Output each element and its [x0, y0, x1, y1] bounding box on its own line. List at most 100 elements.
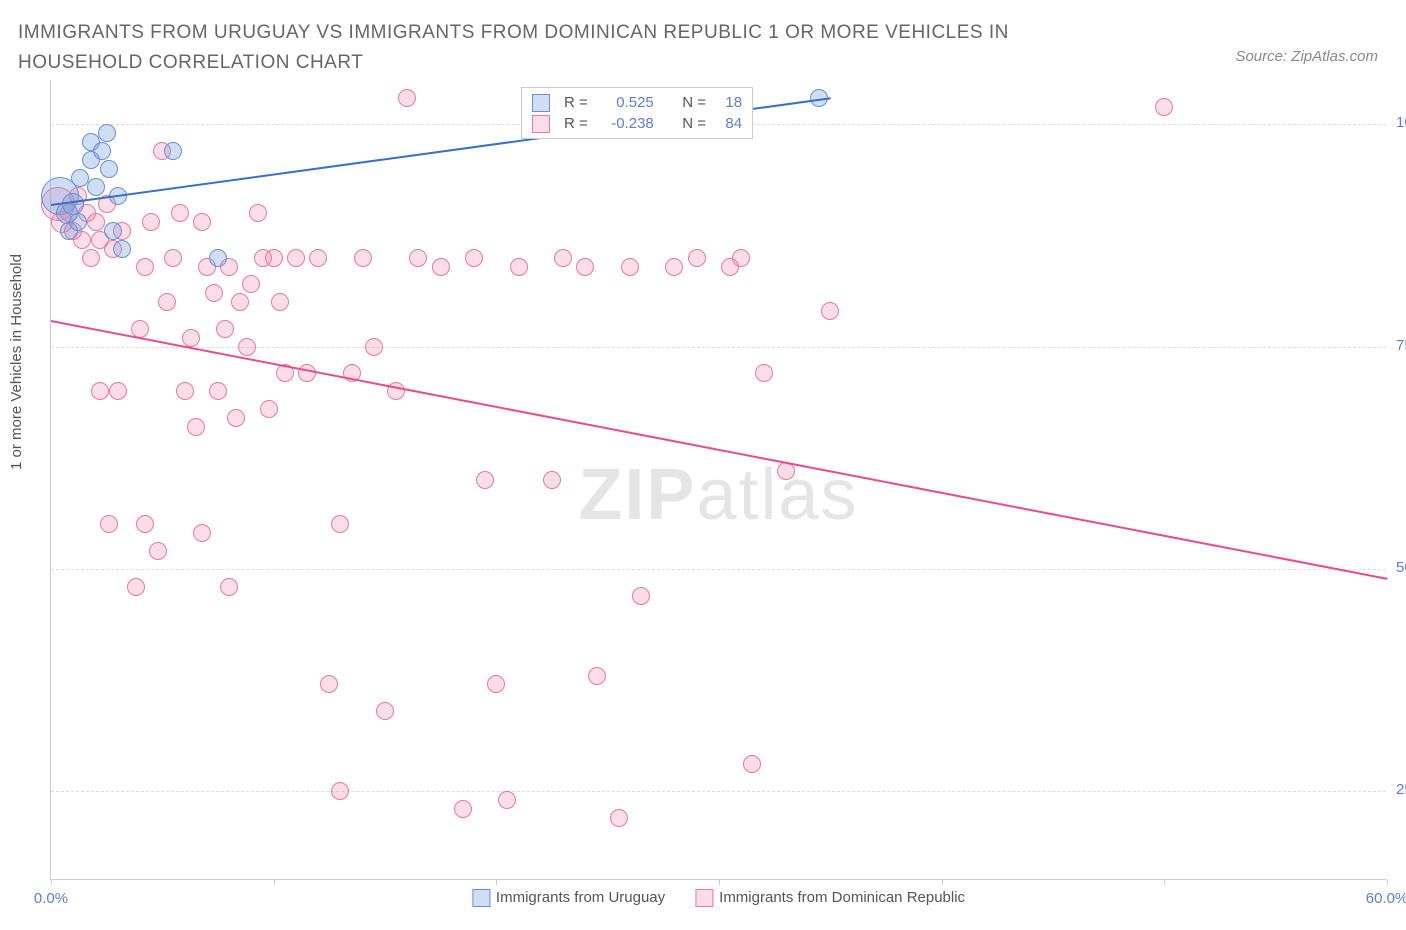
x-tick	[1387, 879, 1388, 885]
scatter-point	[271, 293, 289, 311]
stats-r-value: 0.525	[596, 92, 654, 113]
scatter-point	[409, 249, 427, 267]
x-tick	[719, 879, 720, 885]
scatter-point	[265, 249, 283, 267]
scatter-point	[755, 364, 773, 382]
trend-line	[51, 320, 1387, 580]
scatter-point	[576, 258, 594, 276]
scatter-point	[164, 142, 182, 160]
legend-swatch-icon	[532, 115, 550, 133]
scatter-point	[87, 213, 105, 231]
scatter-point	[127, 578, 145, 596]
scatter-point	[205, 284, 223, 302]
stats-n-value: 84	[714, 113, 742, 134]
gridline	[51, 791, 1386, 792]
scatter-point	[164, 249, 182, 267]
y-tick-label: 25.0%	[1396, 781, 1406, 798]
series-legend-item: Immigrants from Dominican Republic	[695, 889, 965, 907]
scatter-point	[113, 240, 131, 258]
scatter-point	[220, 578, 238, 596]
scatter-point	[249, 204, 267, 222]
scatter-point	[354, 249, 372, 267]
y-axis-label: 1 or more Vehicles in Household	[8, 254, 25, 470]
scatter-point	[227, 409, 245, 427]
scatter-point	[298, 364, 316, 382]
legend-swatch-icon	[695, 889, 713, 907]
scatter-point	[821, 302, 839, 320]
scatter-point	[176, 382, 194, 400]
scatter-point	[231, 293, 249, 311]
scatter-point	[476, 471, 494, 489]
scatter-point	[610, 809, 628, 827]
scatter-point	[182, 329, 200, 347]
x-tick	[1164, 879, 1165, 885]
scatter-point	[732, 249, 750, 267]
scatter-point	[238, 338, 256, 356]
scatter-point	[287, 249, 305, 267]
scatter-point	[1155, 98, 1173, 116]
legend-swatch-icon	[472, 889, 490, 907]
scatter-point	[309, 249, 327, 267]
stats-r-label: R =	[564, 92, 588, 113]
gridline	[51, 569, 1386, 570]
scatter-point	[376, 702, 394, 720]
y-tick-label: 50.0%	[1396, 559, 1406, 576]
x-tick	[51, 879, 52, 885]
series-legend: Immigrants from Uruguay Immigrants from D…	[472, 889, 965, 907]
series-legend-label: Immigrants from Dominican Republic	[719, 889, 965, 906]
scatter-point	[398, 89, 416, 107]
scatter-point	[93, 142, 111, 160]
scatter-point	[510, 258, 528, 276]
scatter-point	[454, 800, 472, 818]
source-attribution: Source: ZipAtlas.com	[1235, 48, 1378, 65]
scatter-point	[136, 515, 154, 533]
scatter-point	[100, 160, 118, 178]
scatter-point	[365, 338, 383, 356]
scatter-point	[216, 320, 234, 338]
stats-n-label: N =	[682, 113, 706, 134]
x-tick	[496, 879, 497, 885]
scatter-point	[69, 213, 87, 231]
y-tick-label: 75.0%	[1396, 337, 1406, 354]
scatter-point	[98, 124, 116, 142]
legend-swatch-icon	[532, 94, 550, 112]
scatter-point	[554, 249, 572, 267]
scatter-point	[665, 258, 683, 276]
scatter-point	[136, 258, 154, 276]
scatter-point	[158, 293, 176, 311]
scatter-point	[142, 213, 160, 231]
stats-n-label: N =	[682, 92, 706, 113]
x-tick	[942, 879, 943, 885]
scatter-point	[193, 213, 211, 231]
scatter-point	[588, 667, 606, 685]
x-tick-label: 0.0%	[34, 890, 68, 907]
scatter-point	[487, 675, 505, 693]
scatter-point	[62, 193, 84, 215]
y-tick-label: 100.0%	[1396, 114, 1406, 131]
stats-legend-row: R = 0.525 N = 18	[532, 92, 742, 113]
scatter-point	[109, 382, 127, 400]
scatter-point	[743, 755, 761, 773]
scatter-point	[331, 782, 349, 800]
series-legend-label: Immigrants from Uruguay	[496, 889, 665, 906]
stats-legend: R = 0.525 N = 18R = -0.238 N = 84	[521, 87, 753, 139]
scatter-plot-area: ZIPatlas 25.0%50.0%75.0%100.0%0.0%60.0%R…	[50, 80, 1386, 880]
x-tick-label: 60.0%	[1366, 890, 1406, 907]
scatter-point	[209, 382, 227, 400]
series-legend-item: Immigrants from Uruguay	[472, 889, 665, 907]
scatter-point	[432, 258, 450, 276]
scatter-point	[149, 542, 167, 560]
scatter-point	[331, 515, 349, 533]
scatter-point	[82, 249, 100, 267]
scatter-point	[100, 515, 118, 533]
scatter-point	[621, 258, 639, 276]
scatter-point	[171, 204, 189, 222]
scatter-point	[320, 675, 338, 693]
stats-legend-row: R = -0.238 N = 84	[532, 113, 742, 134]
scatter-point	[187, 418, 205, 436]
scatter-point	[543, 471, 561, 489]
scatter-point	[632, 587, 650, 605]
scatter-point	[465, 249, 483, 267]
scatter-point	[87, 178, 105, 196]
scatter-point	[498, 791, 516, 809]
